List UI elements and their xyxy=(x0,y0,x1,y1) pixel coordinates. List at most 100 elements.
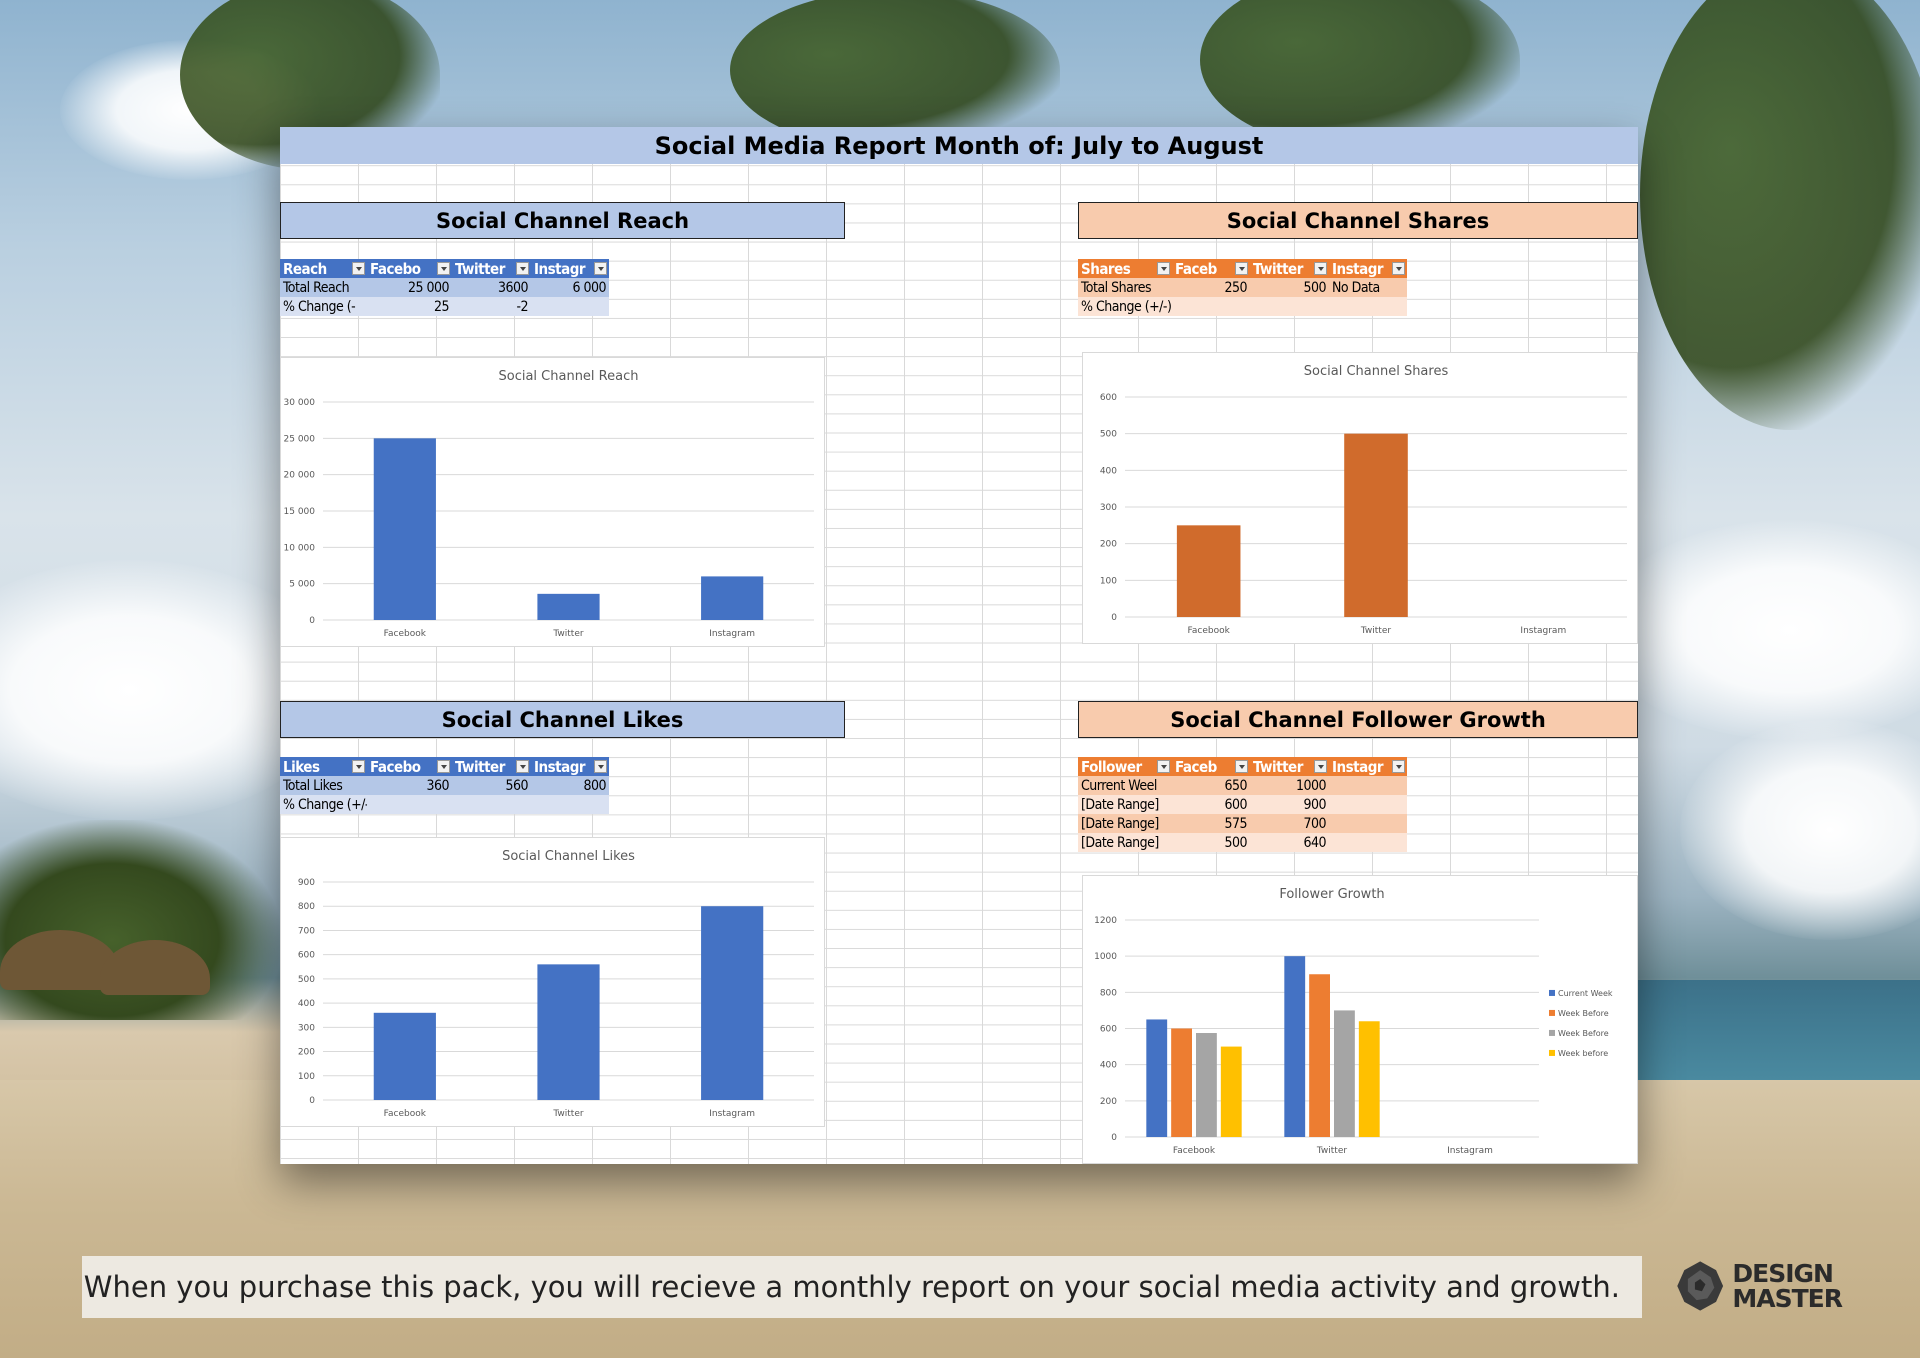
column-header[interactable]: Faceb xyxy=(1172,259,1250,278)
table-cell[interactable] xyxy=(452,795,531,814)
table-cell[interactable]: % Change (+/-) xyxy=(1078,297,1172,316)
filter-dropdown-icon[interactable] xyxy=(437,760,450,773)
legend-label: Week Before xyxy=(1558,1009,1609,1018)
logo-text-line2: MASTER xyxy=(1732,1284,1843,1313)
column-header[interactable]: Facebo xyxy=(367,757,452,776)
column-header[interactable]: Facebo xyxy=(367,259,452,278)
filter-dropdown-icon[interactable] xyxy=(1314,760,1327,773)
column-header[interactable]: Twitter xyxy=(1250,757,1329,776)
column-header[interactable]: Shares xyxy=(1078,259,1172,278)
table-cell[interactable]: [Date Range] xyxy=(1078,814,1172,833)
table-cell[interactable]: 6 000 xyxy=(531,278,609,297)
filter-dropdown-icon[interactable] xyxy=(1235,760,1248,773)
table-cell[interactable]: 560 xyxy=(452,776,531,795)
shares-chart[interactable]: Social Channel Shares 0 100 200 300 400 500 600… xyxy=(1082,352,1638,644)
chart-title: Social Channel Reach xyxy=(499,369,639,384)
filter-dropdown-icon[interactable] xyxy=(1314,262,1327,275)
likes-chart[interactable]: Social Channel Likes 0 100 200 300 400 500 600 7… xyxy=(280,837,825,1127)
column-header[interactable]: Twitter xyxy=(452,757,531,776)
table-cell[interactable]: 800 xyxy=(531,776,609,795)
followers-chart[interactable]: Follower Growth 0 200 400 600 800 1000 1200 Face… xyxy=(1082,875,1638,1164)
filter-dropdown-icon[interactable] xyxy=(352,760,365,773)
y-tick-label: 5 000 xyxy=(289,580,315,590)
table-row: [Date Range] 500 640 xyxy=(1078,833,1407,852)
y-tick-label: 600 xyxy=(298,951,315,961)
bar xyxy=(1196,1033,1217,1137)
table-cell[interactable]: [Date Range] xyxy=(1078,795,1172,814)
table-cell[interactable] xyxy=(1329,776,1407,795)
filter-dropdown-icon[interactable] xyxy=(1157,760,1170,773)
report-title: Social Media Report Month of: July to Au… xyxy=(280,127,1638,164)
column-header[interactable]: Likes xyxy=(280,757,367,776)
table-cell[interactable] xyxy=(1329,814,1407,833)
bar xyxy=(537,964,600,1100)
y-tick-label: 400 xyxy=(1100,1061,1117,1071)
table-cell[interactable]: % Change (+/-) xyxy=(280,795,367,814)
column-header[interactable]: Reach xyxy=(280,259,367,278)
table-cell[interactable]: 650 xyxy=(1172,776,1250,795)
table-cell[interactable]: 700 xyxy=(1250,814,1329,833)
cloud xyxy=(1600,520,1920,740)
table-cell[interactable] xyxy=(367,795,452,814)
y-tick-label: 0 xyxy=(1111,613,1117,623)
reach-chart[interactable]: Social Channel Reach 0 5 000 10 000 15 000 20… xyxy=(280,357,825,647)
table-cell[interactable]: 600 xyxy=(1172,795,1250,814)
filter-dropdown-icon[interactable] xyxy=(1392,760,1405,773)
table-cell[interactable]: Current Weel xyxy=(1078,776,1172,795)
column-header[interactable]: Follower xyxy=(1078,757,1172,776)
table-cell[interactable] xyxy=(1172,297,1250,316)
y-tick-label: 1200 xyxy=(1094,916,1117,926)
column-header[interactable]: Instagr xyxy=(531,757,609,776)
table-cell[interactable]: 25 000 xyxy=(367,278,452,297)
table-cell[interactable] xyxy=(1250,297,1329,316)
table-cell[interactable] xyxy=(1329,795,1407,814)
table-cell[interactable]: -2 xyxy=(452,297,531,316)
table-cell[interactable]: 1000 xyxy=(1250,776,1329,795)
design-master-logo: DESIGN MASTER xyxy=(1672,1252,1843,1320)
y-tick-label: 600 xyxy=(1100,393,1117,403)
table-cell[interactable]: Total Shares xyxy=(1078,278,1172,297)
legend-label: Week Before xyxy=(1558,1029,1609,1038)
table-cell[interactable]: No Data xyxy=(1329,278,1407,297)
table-cell[interactable]: 500 xyxy=(1250,278,1329,297)
column-header[interactable]: Twitter xyxy=(452,259,531,278)
filter-dropdown-icon[interactable] xyxy=(1157,262,1170,275)
table-row: Total Likes 360 560 800 xyxy=(280,776,609,795)
bar xyxy=(1334,1010,1355,1137)
x-tick-label: Instagram xyxy=(1447,1146,1493,1156)
filter-dropdown-icon[interactable] xyxy=(1392,262,1405,275)
filter-dropdown-icon[interactable] xyxy=(594,760,607,773)
column-header[interactable]: Instagr xyxy=(1329,259,1407,278)
table-cell[interactable]: 25 xyxy=(367,297,452,316)
column-header[interactable]: Instagr xyxy=(1329,757,1407,776)
bar xyxy=(1344,433,1408,617)
table-cell[interactable] xyxy=(1329,833,1407,852)
filter-dropdown-icon[interactable] xyxy=(1235,262,1248,275)
table-cell[interactable] xyxy=(531,795,609,814)
table-cell[interactable]: Total Reach xyxy=(280,278,367,297)
y-tick-label: 300 xyxy=(1100,503,1117,513)
table-cell[interactable]: 3600 xyxy=(452,278,531,297)
table-cell[interactable]: 640 xyxy=(1250,833,1329,852)
column-header[interactable]: Instagr xyxy=(531,259,609,278)
section-heading-shares: Social Channel Shares xyxy=(1078,202,1638,239)
y-tick-label: 0 xyxy=(1111,1133,1117,1143)
filter-dropdown-icon[interactable] xyxy=(516,760,529,773)
filter-dropdown-icon[interactable] xyxy=(352,262,365,275)
table-cell[interactable]: 900 xyxy=(1250,795,1329,814)
table-cell[interactable]: [Date Range] xyxy=(1078,833,1172,852)
table-cell[interactable]: 500 xyxy=(1172,833,1250,852)
table-cell[interactable]: Total Likes xyxy=(280,776,367,795)
table-cell[interactable]: % Change (- xyxy=(280,297,367,316)
table-cell[interactable]: 360 xyxy=(367,776,452,795)
table-cell[interactable]: 250 xyxy=(1172,278,1250,297)
table-cell[interactable]: 575 xyxy=(1172,814,1250,833)
filter-dropdown-icon[interactable] xyxy=(437,262,450,275)
table-cell[interactable] xyxy=(531,297,609,316)
table-row: [Date Range] 575 700 xyxy=(1078,814,1407,833)
table-cell[interactable] xyxy=(1329,297,1407,316)
column-header[interactable]: Twitter xyxy=(1250,259,1329,278)
filter-dropdown-icon[interactable] xyxy=(594,262,607,275)
column-header[interactable]: Faceb xyxy=(1172,757,1250,776)
filter-dropdown-icon[interactable] xyxy=(516,262,529,275)
